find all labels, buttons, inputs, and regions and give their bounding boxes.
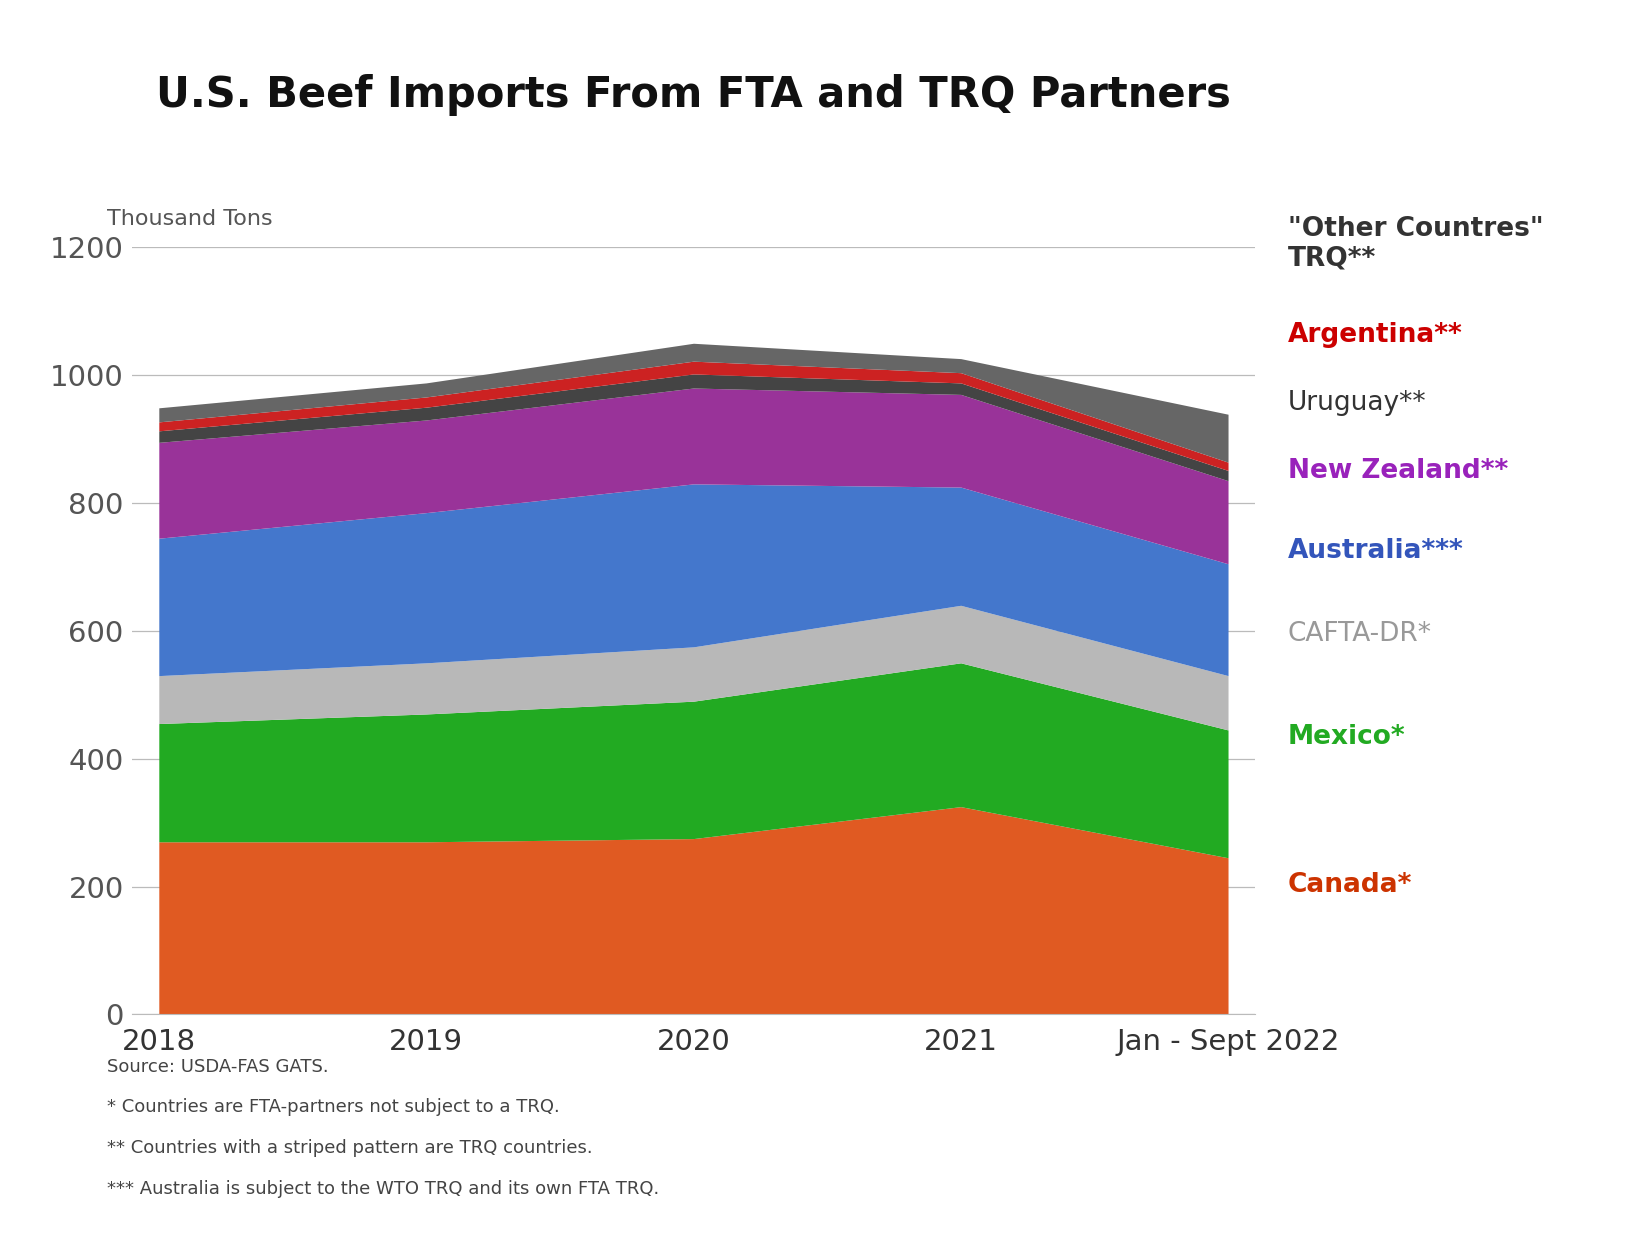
Text: U.S. Beef Imports From FTA and TRQ Partners: U.S. Beef Imports From FTA and TRQ Partn… <box>155 74 1232 116</box>
Text: Uruguay**: Uruguay** <box>1288 390 1426 416</box>
Text: CAFTA-DR*: CAFTA-DR* <box>1288 621 1431 647</box>
Text: New Zealand**: New Zealand** <box>1288 458 1507 484</box>
Text: Mexico*: Mexico* <box>1288 724 1405 750</box>
Text: Australia***: Australia*** <box>1288 538 1463 564</box>
Text: ** Countries with a striped pattern are TRQ countries.: ** Countries with a striped pattern are … <box>107 1139 593 1158</box>
Text: * Countries are FTA-partners not subject to a TRQ.: * Countries are FTA-partners not subject… <box>107 1098 560 1117</box>
Text: Canada*: Canada* <box>1288 872 1412 898</box>
Text: Thousand Tons: Thousand Tons <box>107 209 272 229</box>
Text: Source: USDA-FAS GATS.: Source: USDA-FAS GATS. <box>107 1058 329 1076</box>
Text: *** Australia is subject to the WTO TRQ and its own FTA TRQ.: *** Australia is subject to the WTO TRQ … <box>107 1180 659 1199</box>
Text: Argentina**: Argentina** <box>1288 322 1463 348</box>
Text: "Other Countres"
TRQ**: "Other Countres" TRQ** <box>1288 216 1544 271</box>
